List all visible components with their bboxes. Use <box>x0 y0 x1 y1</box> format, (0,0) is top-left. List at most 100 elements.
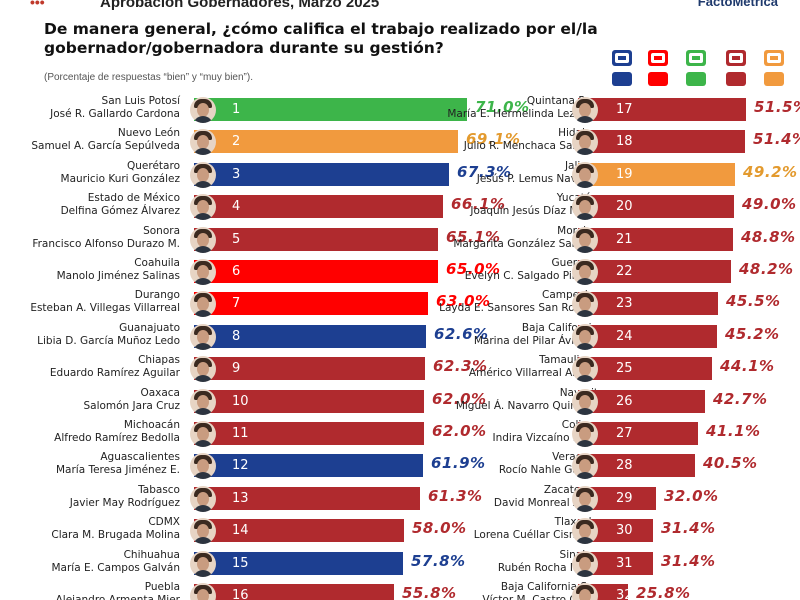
data-label: 44.1% <box>720 357 775 376</box>
bar: 29 <box>578 486 656 510</box>
governor-photo <box>190 97 216 123</box>
governor-photo <box>572 291 598 318</box>
data-label: 71.0% <box>475 98 530 116</box>
governor-name: María E. Campos Galván <box>51 561 181 574</box>
bar: 13 <box>194 486 420 510</box>
governor-name: Mauricio Kuri González <box>60 172 180 185</box>
data-label: 31.4% <box>661 519 716 538</box>
governor-photo <box>190 259 216 285</box>
governor-row: Aguascalientes María Teresa Jiménez E. 12 6… <box>0 450 485 482</box>
rank-number: 16 <box>232 588 249 600</box>
bar: 3 <box>194 162 449 186</box>
rank-number: 8 <box>232 328 241 344</box>
legend-swatch-pan <box>612 72 632 86</box>
data-label: 57.8% <box>411 551 466 570</box>
state-name: Durango <box>134 289 180 302</box>
state-name: Chihuahua <box>123 548 180 561</box>
governor-photo <box>572 550 598 577</box>
bar: 19 <box>578 162 735 186</box>
governor-photo <box>190 583 216 600</box>
governor-photo <box>190 323 216 350</box>
governor-row: Baja California Marina del Pilar Ávila O.… <box>400 321 800 353</box>
governor-photo <box>190 518 216 545</box>
data-label: 45.2% <box>725 324 780 343</box>
bar: 21 <box>578 227 733 251</box>
governor-row: Guanajuato Libia D. García Muñoz Ledo 8 62.… <box>0 321 488 353</box>
pri-logo-icon <box>648 50 668 66</box>
governor-photo <box>190 356 216 383</box>
data-label: 40.5% <box>703 454 758 473</box>
bar: 27 <box>578 422 698 445</box>
bar: 8 <box>194 324 426 348</box>
governor-name: Julio R. Menchaca Salazar <box>463 140 598 153</box>
governor-name: Evelyn C. Salgado Pineda <box>464 270 598 282</box>
morena-logo-icon <box>726 50 746 66</box>
governor-photo <box>572 259 598 285</box>
governor-row: Querétaro Mauricio Kuri González 3 67.3% <box>0 159 511 191</box>
bar: 2 <box>194 130 458 154</box>
governor-row: Michoacán Alfredo Ramírez Bedolla 11 62.0% <box>0 418 486 450</box>
data-label: 62.0% <box>432 422 487 440</box>
chart-title: De manera general, ¿cómo califica el tra… <box>44 20 598 57</box>
bar: 4 <box>194 195 443 219</box>
data-label: 51.4% <box>753 130 800 149</box>
rank-number: 32 <box>616 588 633 600</box>
data-label: 51.5% <box>754 98 800 116</box>
rank-number: 27 <box>616 426 633 441</box>
governor-row: Chihuahua María E. Campos Galván 15 57.8% <box>0 548 465 580</box>
bar: 17 <box>578 98 746 121</box>
governor-name: Joaquín Jesús Díaz Mena <box>470 205 598 218</box>
rank-number: 30 <box>616 523 633 539</box>
rank-number: 3 <box>232 166 241 182</box>
governor-row: Zacatecas David Monreal Ávila 29 32.0% <box>400 483 800 515</box>
state-name: Aguascalientes <box>100 451 180 464</box>
data-label: 45.5% <box>726 292 781 311</box>
governor-name: Margarita González Saravia <box>453 237 598 250</box>
governor-name: María E. Hermelinda Lezama <box>447 108 598 120</box>
governor-photo <box>190 194 216 221</box>
rank-number: 15 <box>232 555 249 571</box>
governor-photo <box>572 194 598 221</box>
bar: 18 <box>578 130 745 154</box>
governor-photo <box>572 485 598 512</box>
data-label: 49.2% <box>743 162 798 181</box>
state-name: CDMX <box>148 516 180 529</box>
governor-name: Américo Villarreal Anaya <box>468 367 598 380</box>
data-label: 31.4% <box>661 551 716 570</box>
governor-row: Baja California Sur Víctor M. Castro Cosí… <box>400 580 800 600</box>
governor-name: Layda E. Sansores San Román <box>439 302 598 315</box>
governor-photo <box>190 550 216 577</box>
rank-number: 9 <box>232 361 241 377</box>
governor-photo <box>190 485 216 512</box>
rank-number: 21 <box>616 231 633 247</box>
legend-swatch-morena <box>726 72 746 86</box>
governor-photo <box>572 161 598 188</box>
rank-number: 18 <box>616 134 633 150</box>
governor-name: Eduardo Ramírez Aguilar <box>49 367 180 380</box>
bar: 5 <box>194 227 438 251</box>
governor-photo <box>190 291 216 318</box>
bar: 12 <box>194 454 423 478</box>
governor-row: San Luis Potosí José R. Gallardo Cardona 1… <box>0 94 529 126</box>
governor-row: Chiapas Eduardo Ramírez Aguilar 9 62.3% <box>0 353 487 385</box>
data-label: 63.0% <box>436 292 491 311</box>
rank-number: 12 <box>232 458 249 474</box>
data-label: 61.3% <box>428 486 483 505</box>
governor-photo <box>572 388 598 415</box>
state-name: Puebla <box>144 581 180 593</box>
governor-photo <box>572 226 598 253</box>
data-label: 48.8% <box>741 227 796 246</box>
state-name: Nuevo León <box>117 127 180 140</box>
bar: 26 <box>578 389 705 413</box>
governor-row: Durango Esteban A. Villegas Villarreal 7 63… <box>0 288 490 320</box>
governor-photo <box>572 323 598 350</box>
data-label: 58.0% <box>412 519 467 538</box>
rank-number: 26 <box>616 393 633 409</box>
governor-photo <box>572 421 598 447</box>
data-label: 65.1% <box>446 227 501 246</box>
rank-number: 13 <box>232 490 249 506</box>
